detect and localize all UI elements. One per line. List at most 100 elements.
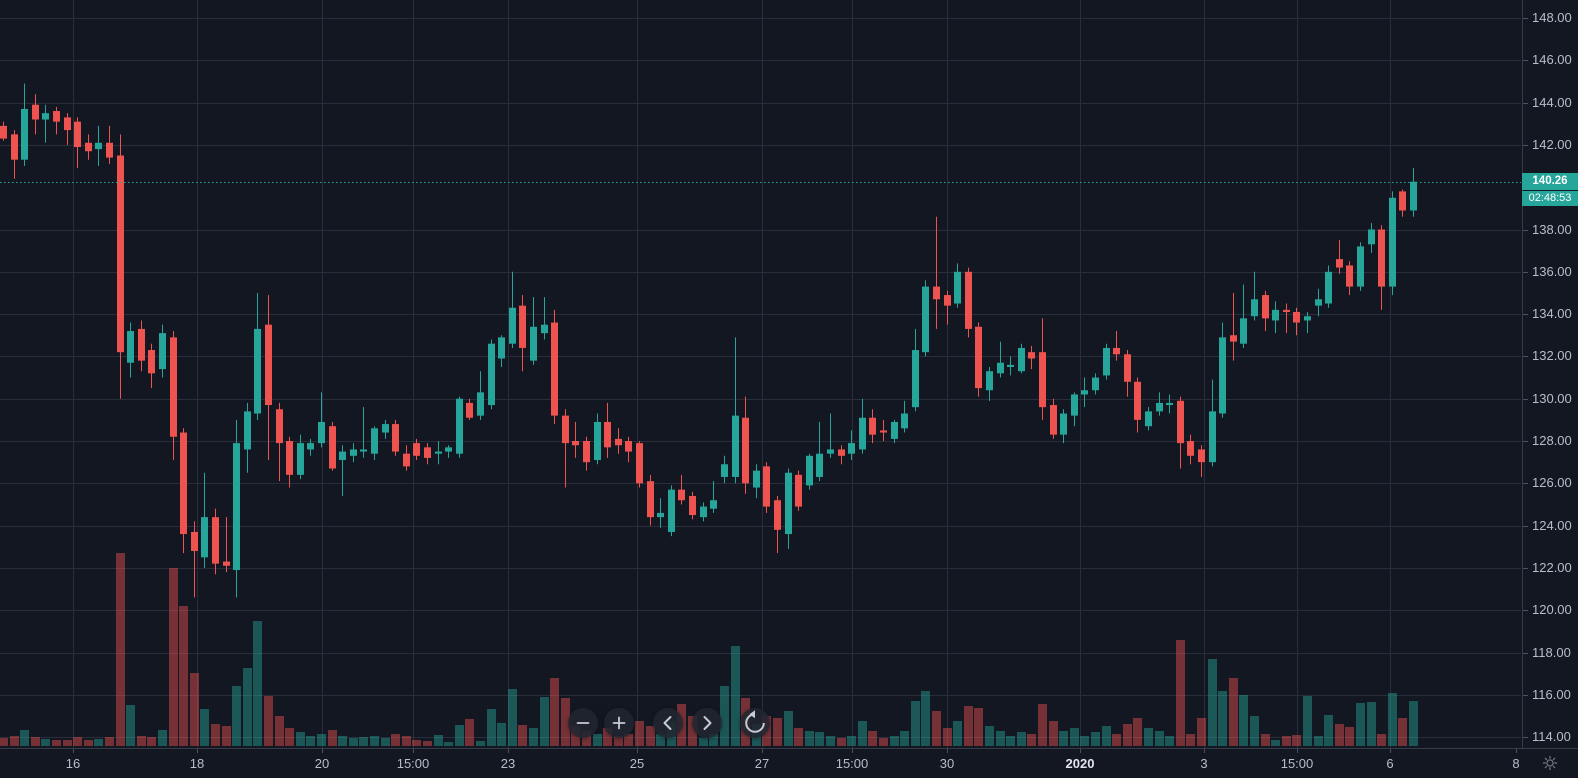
candle-body <box>583 441 590 463</box>
time-axis[interactable]: 16 18 20 15:00 23 25 27 15:00 30 2020 3 15:00 6 8 <box>0 748 1578 778</box>
candle-body <box>912 350 919 408</box>
volume-bar <box>593 734 602 746</box>
volume-bar <box>985 726 994 746</box>
axis-corner[interactable] <box>1522 748 1578 778</box>
volume-bar <box>243 668 252 746</box>
volume-bar <box>476 741 485 746</box>
volume-bar <box>911 701 920 746</box>
candle-body <box>1124 354 1131 382</box>
candle-body <box>954 271 961 304</box>
volume-bar <box>63 740 72 746</box>
candle-body <box>625 441 632 452</box>
candle-body <box>1230 335 1237 342</box>
price-axis-tick <box>1523 610 1528 611</box>
candle-body <box>1134 381 1141 420</box>
volume-bar <box>1335 724 1344 746</box>
candle-body <box>85 142 92 152</box>
scroll-right-button[interactable] <box>692 708 722 738</box>
time-axis-label: 15:00 <box>396 756 430 771</box>
volume-bar <box>1292 735 1301 746</box>
candle-body <box>1092 377 1099 391</box>
candle-body <box>424 447 431 458</box>
volume-bar <box>529 728 538 746</box>
volume-bar <box>1017 732 1026 746</box>
candle-body <box>297 443 304 475</box>
time-axis-tick <box>508 749 509 753</box>
candle-body <box>763 466 770 507</box>
volume-bar <box>1070 728 1079 746</box>
candle-body <box>1039 352 1046 408</box>
price-axis-tick <box>1523 230 1528 231</box>
volume-bar <box>858 721 867 746</box>
volume-bar <box>285 728 294 746</box>
candle-body <box>127 331 134 363</box>
price-axis-tick <box>1523 356 1528 357</box>
candle-body <box>986 371 993 391</box>
volume-bar <box>805 731 814 746</box>
scroll-left-button[interactable] <box>653 708 683 738</box>
volume-bar <box>656 734 665 746</box>
volume-bar <box>105 737 114 746</box>
volume-bar <box>646 726 655 746</box>
candle-body <box>816 453 823 477</box>
volume-bar <box>412 740 421 746</box>
price-axis[interactable]: 148.00 146.00 144.00 142.00 138.00 136.00 134.… <box>1522 0 1578 748</box>
candle-body <box>572 441 579 446</box>
volume-bar <box>699 738 708 746</box>
candle-body <box>901 413 908 429</box>
volume-bar <box>624 734 633 746</box>
price-axis-tick <box>1523 483 1528 484</box>
candle-body <box>594 421 601 461</box>
time-axis-tick <box>1390 749 1391 753</box>
candle-body <box>1336 259 1343 268</box>
price-axis-label: 138.00 <box>1532 221 1572 237</box>
volume-bar <box>974 708 983 746</box>
candle-body <box>1272 309 1279 321</box>
volume-bar <box>1112 734 1121 746</box>
volume-bar <box>1038 704 1047 746</box>
candle-body <box>975 326 982 389</box>
reset-chart-button[interactable] <box>740 708 770 738</box>
volume-bar <box>20 730 29 746</box>
candle-body <box>541 324 548 334</box>
candle-body <box>753 470 760 488</box>
price-axis-tick <box>1523 653 1528 654</box>
candle-body <box>392 424 399 452</box>
time-axis-label: 16 <box>65 756 81 771</box>
time-axis-label: 18 <box>189 756 205 771</box>
zoom-in-button[interactable] <box>604 708 634 738</box>
candle-body <box>1198 449 1205 463</box>
volume-bar <box>264 696 273 746</box>
candle-body <box>1240 318 1247 344</box>
candle-body <box>403 453 410 467</box>
candle-body <box>922 286 929 353</box>
candle-body <box>498 337 505 359</box>
zoom-out-button[interactable] <box>568 708 598 738</box>
volume-bar <box>837 738 846 746</box>
candle-body <box>519 305 526 348</box>
candle-body <box>657 512 664 518</box>
volume-bar <box>540 697 549 746</box>
volume-bar <box>1356 703 1365 746</box>
volume-bar <box>1176 640 1185 746</box>
volume-bar <box>794 728 803 746</box>
candle-body <box>774 500 781 530</box>
volume-bar <box>1059 731 1068 746</box>
volume-bar <box>603 728 612 746</box>
volume-bar <box>211 724 220 746</box>
candlestick-chart[interactable] <box>0 0 1522 748</box>
candle-body <box>170 337 177 437</box>
volume-bar <box>317 734 326 746</box>
price-axis-label: 120.00 <box>1532 602 1572 618</box>
price-axis-tick <box>1523 526 1528 527</box>
time-axis-label: 25 <box>629 756 645 771</box>
volume-bar <box>1229 678 1238 746</box>
candle-body <box>1410 181 1417 211</box>
volume-bar <box>1324 715 1333 746</box>
volume-bar <box>253 621 262 746</box>
volume-bar <box>158 730 167 746</box>
candle-body <box>223 561 230 566</box>
volume-bar <box>370 736 379 746</box>
volume-bar <box>275 716 284 746</box>
candle-body <box>413 443 420 456</box>
